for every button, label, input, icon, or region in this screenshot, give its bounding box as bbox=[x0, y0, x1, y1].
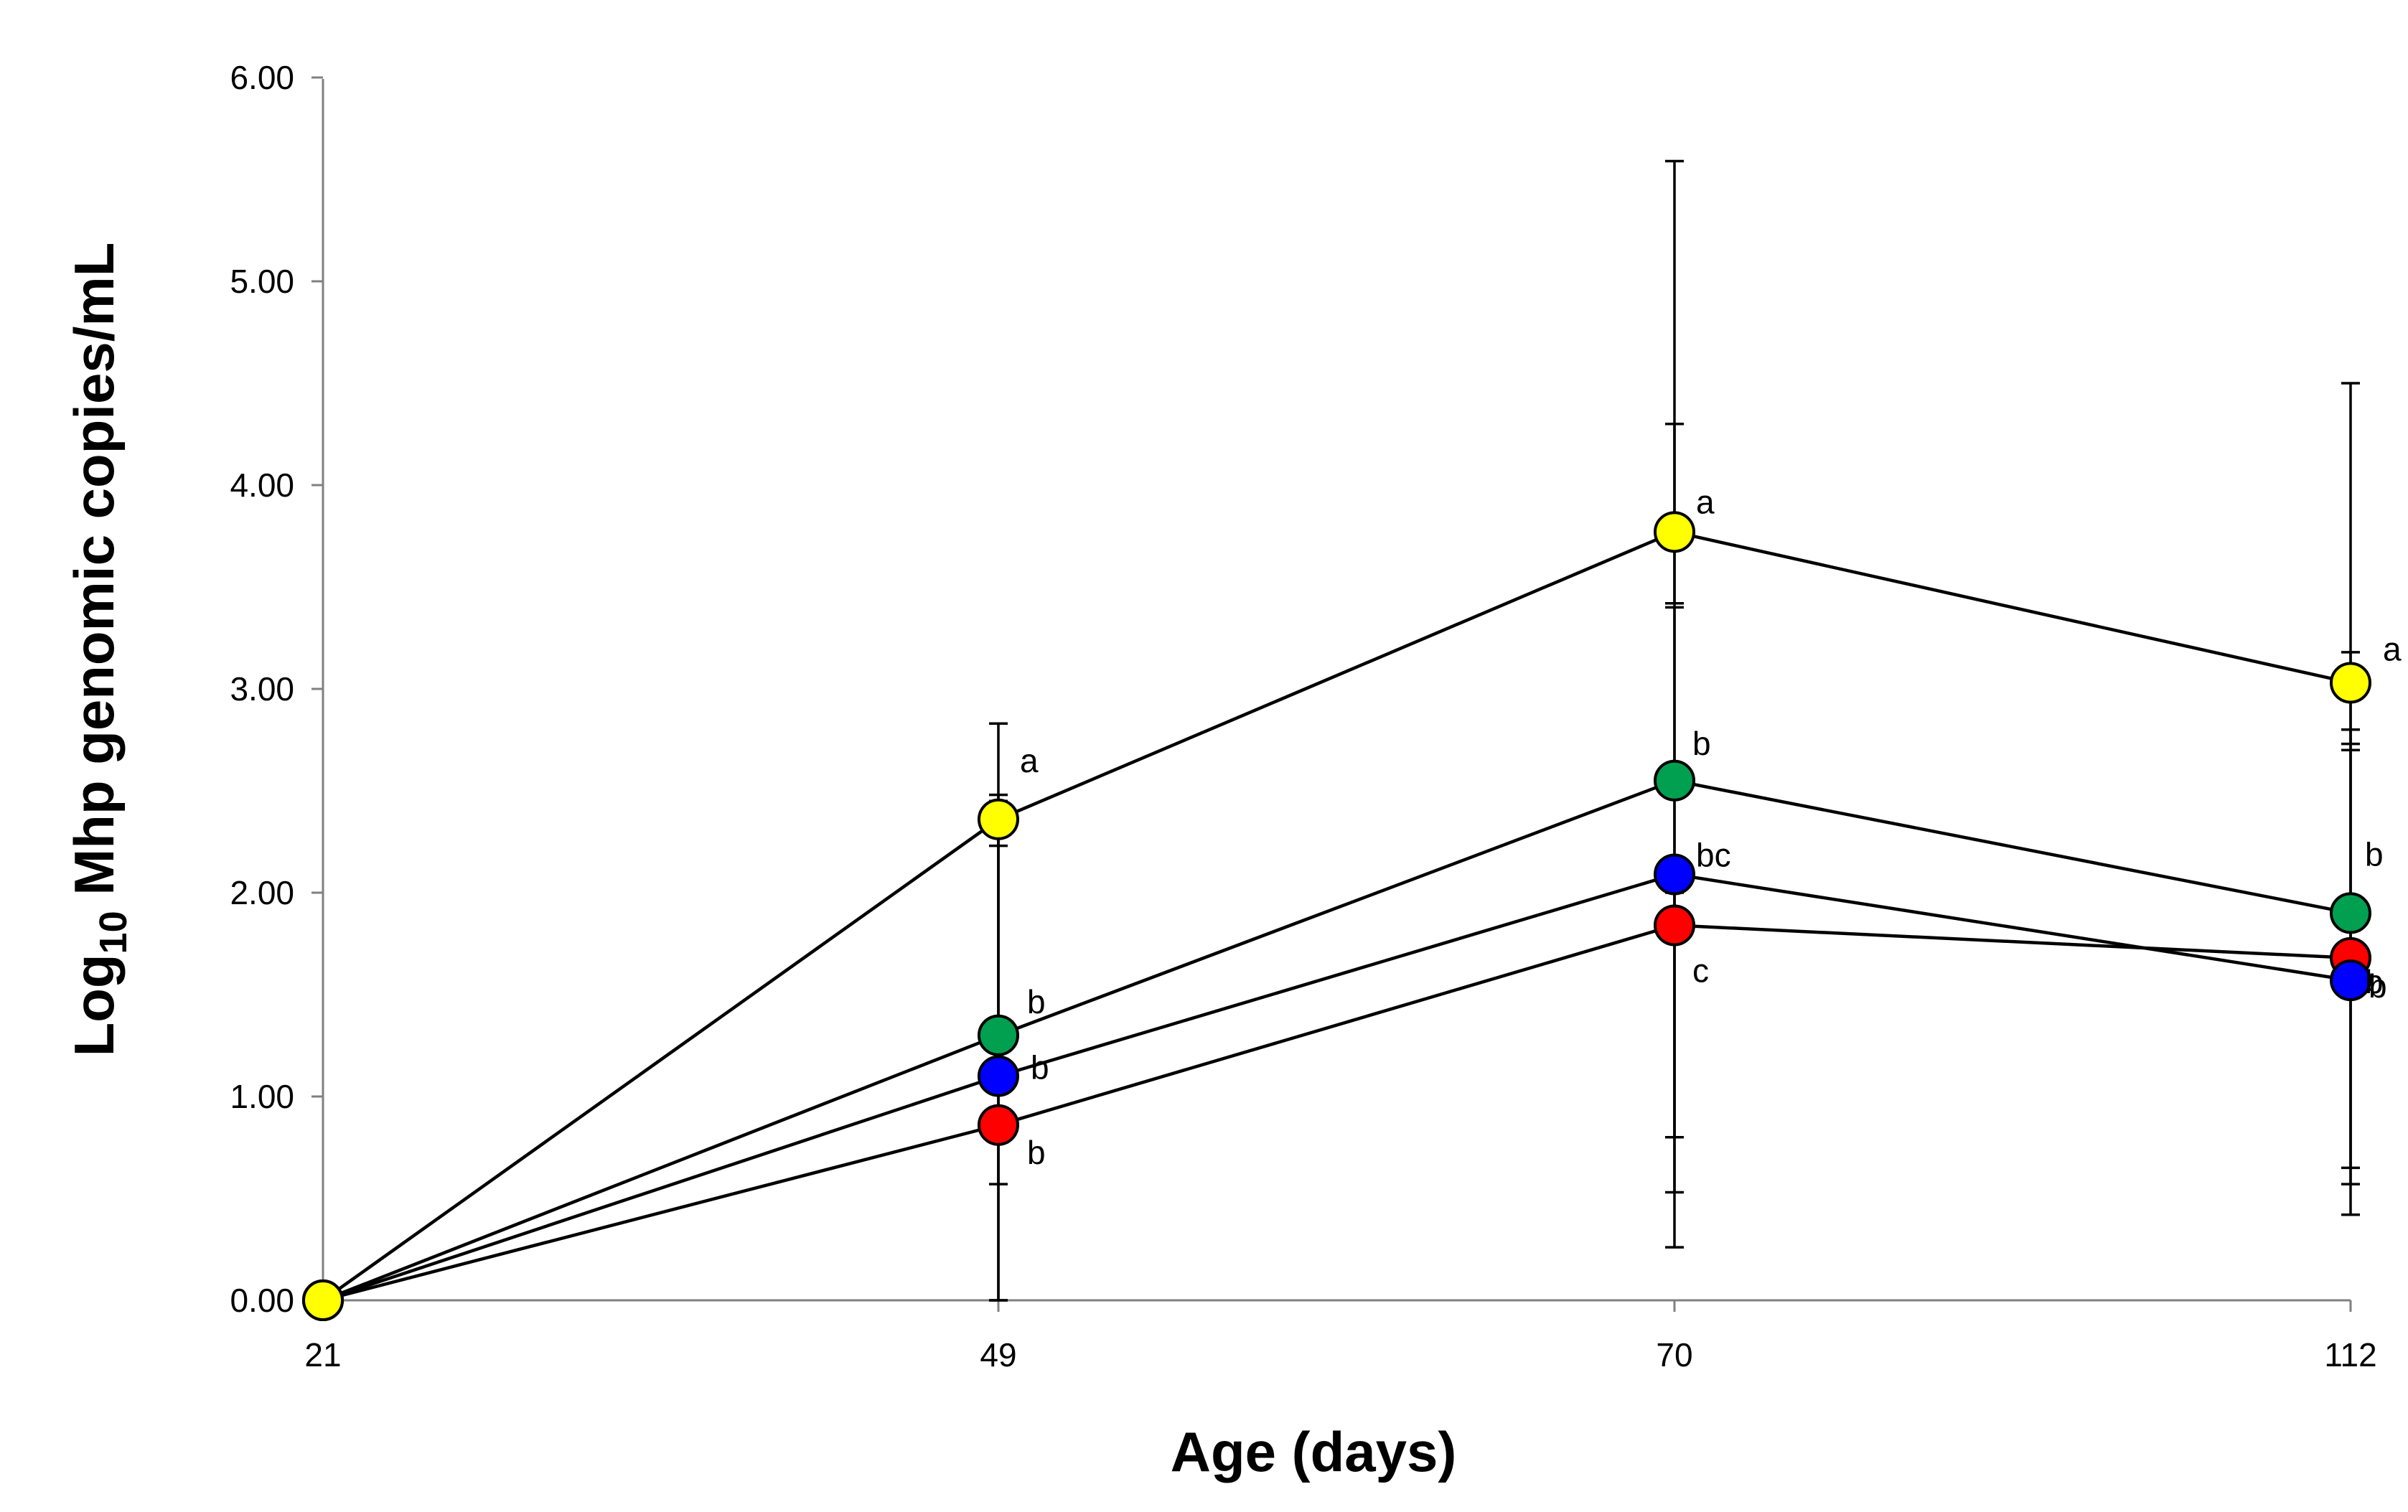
significance-label: b bbox=[1027, 1134, 1046, 1171]
series-lines bbox=[322, 530, 2351, 1302]
significance-label: b bbox=[2369, 967, 2387, 1005]
significance-label: b bbox=[2365, 963, 2384, 1000]
series-line bbox=[322, 779, 2351, 1302]
y-tick-label: 1.00 bbox=[230, 1078, 294, 1115]
y-tick-label: 2.00 bbox=[230, 874, 294, 911]
data-point bbox=[978, 798, 1019, 840]
y-tick-label: 3.00 bbox=[230, 670, 294, 708]
data-point bbox=[978, 1104, 1019, 1146]
data-point bbox=[1654, 853, 1695, 896]
x-tick-label: 21 bbox=[304, 1336, 341, 1374]
significance-label: bc bbox=[1696, 836, 1731, 873]
data-point bbox=[1654, 904, 1695, 947]
data-point bbox=[1654, 759, 1695, 802]
data-points bbox=[302, 511, 2371, 1321]
data-point bbox=[2330, 662, 2371, 704]
y-axis-title-log: Log bbox=[62, 954, 126, 1056]
data-point bbox=[978, 1014, 1019, 1056]
significance-label: a bbox=[1020, 742, 1039, 779]
y-tick-label: 4.00 bbox=[230, 466, 294, 504]
y-tick-label: 6.00 bbox=[230, 59, 294, 96]
x-tick-label: 112 bbox=[2324, 1336, 2376, 1374]
series-line bbox=[322, 873, 2351, 1302]
significance-label: b bbox=[1692, 725, 1711, 762]
y-tick-label: 5.00 bbox=[230, 263, 294, 300]
axes: 0.00 1.00 2.00 3.00 4.00 5.00 6.00 21 49 70 112 bbox=[230, 59, 2376, 1374]
y-tick-label: 0.00 bbox=[230, 1282, 294, 1319]
significance-label: a bbox=[1696, 483, 1715, 520]
y-axis-title-main: Mhp genomic copies/mL bbox=[62, 243, 126, 911]
significance-label: b bbox=[1027, 983, 1046, 1020]
x-axis-title: Age (days) bbox=[1171, 1420, 1457, 1483]
series-line bbox=[322, 924, 2351, 1302]
series-line bbox=[322, 530, 2351, 1302]
x-tick-label: 70 bbox=[1656, 1336, 1692, 1374]
data-point bbox=[978, 1055, 1019, 1097]
data-point bbox=[2330, 892, 2371, 934]
data-point bbox=[1654, 511, 1695, 553]
x-tick-label: 49 bbox=[980, 1336, 1016, 1374]
significance-label: b bbox=[1031, 1049, 1049, 1086]
error-bars bbox=[989, 159, 2360, 1302]
y-axis-title: Log10 Mhp genomic copies/mL bbox=[62, 243, 135, 1057]
significance-label: b bbox=[2365, 835, 2384, 873]
significance-label: a bbox=[2383, 630, 2402, 667]
data-point bbox=[302, 1279, 344, 1321]
data-point bbox=[2330, 959, 2371, 1002]
significance-label: c bbox=[1692, 952, 1709, 989]
y-axis-title-subscript: 10 bbox=[92, 911, 135, 954]
